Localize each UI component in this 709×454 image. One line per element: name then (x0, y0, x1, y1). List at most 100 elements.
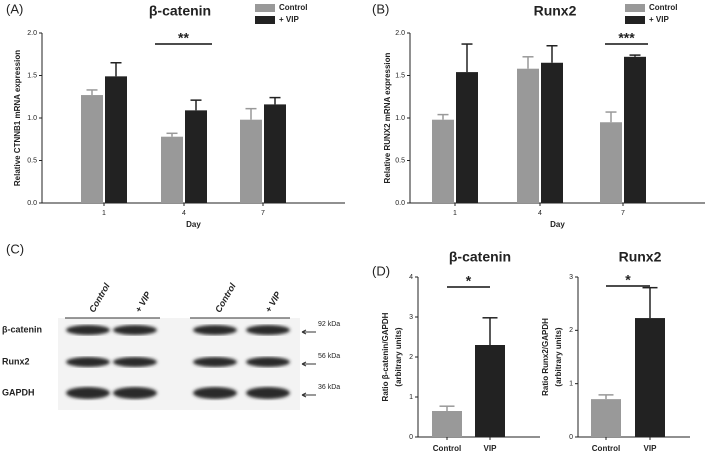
error-bar (598, 394, 614, 400)
x-tick-label: Control (592, 444, 620, 453)
size-label: 56 kDa (318, 353, 340, 360)
panel-label: (B) (372, 1, 389, 16)
chart-title: Runx2 (619, 249, 662, 265)
y-axis-label: Relative CTNNB1 mRNA expression (13, 50, 22, 186)
size-arrowhead (301, 329, 307, 335)
blot-band (66, 357, 110, 367)
bar (600, 122, 622, 203)
row-label: GAPDH (2, 387, 35, 397)
y-tick-label: 0.5 (395, 157, 405, 164)
y-tick-label: 1.5 (395, 72, 405, 79)
error-bar (629, 54, 641, 57)
x-tick-label: Control (433, 444, 461, 453)
size-arrowhead (301, 392, 307, 398)
x-tick-label: 4 (538, 210, 542, 217)
blot-band (246, 325, 290, 335)
bar (264, 104, 286, 203)
y-tick-label: 1.5 (27, 72, 37, 79)
bar (432, 411, 462, 437)
error-bar (110, 62, 122, 77)
bar (185, 110, 207, 203)
blot-band (113, 325, 157, 335)
row-label: β-catenin (2, 324, 42, 334)
y-tick-label: 1 (409, 394, 413, 401)
x-tick-label: 1 (102, 210, 106, 217)
y-tick-label: 1 (569, 381, 573, 388)
error-bar (245, 107, 257, 120)
bar (541, 62, 563, 203)
panel-label: (D) (372, 263, 390, 278)
y-axis-label: (arbitrary units) (394, 327, 403, 386)
blot-band (193, 325, 237, 335)
blot-band (113, 387, 157, 399)
significance-label: * (625, 272, 631, 288)
chart-title: Runx2 (534, 3, 577, 19)
bar (81, 95, 103, 203)
y-axis-label: (arbitrary units) (554, 327, 563, 386)
x-tick-label: 1 (453, 210, 457, 217)
x-tick-label: VIP (484, 444, 498, 453)
blot-band (66, 387, 110, 399)
y-tick-label: 3 (409, 314, 413, 321)
bar (432, 119, 454, 203)
lane-label: Control (87, 281, 112, 314)
chart-title: β-catenin (149, 3, 211, 19)
error-bar (439, 405, 455, 411)
error-bar (461, 43, 473, 73)
legend-label: + VIP (649, 15, 669, 24)
y-tick-label: 1.0 (27, 115, 37, 122)
x-axis-label: Day (550, 220, 565, 229)
x-tick-label: 7 (261, 210, 265, 217)
y-tick-label: 0.5 (27, 157, 37, 164)
bar (456, 72, 478, 203)
legend-label: + VIP (279, 15, 299, 24)
bar (475, 345, 505, 437)
chart-title: β-catenin (449, 249, 511, 265)
lane-label: + VIP (263, 289, 283, 314)
x-tick-label: 7 (621, 210, 625, 217)
legend-swatch (255, 4, 275, 12)
error-bar (190, 99, 202, 111)
row-label: Runx2 (2, 356, 30, 366)
significance-label: ** (178, 30, 189, 46)
error-bar (166, 132, 178, 137)
bar (517, 68, 539, 203)
y-tick-label: 4 (409, 274, 413, 281)
blot-band (193, 357, 237, 367)
size-label: 92 kDa (318, 321, 340, 328)
blot-band (113, 357, 157, 367)
bar (591, 399, 621, 437)
error-bar (86, 89, 98, 96)
legend-label: Control (649, 3, 677, 12)
y-tick-label: 2 (569, 327, 573, 334)
blot-band (246, 357, 290, 367)
y-tick-label: 0.0 (395, 200, 405, 207)
y-tick-label: 2.0 (395, 30, 405, 37)
y-tick-label: 2 (409, 354, 413, 361)
significance-label: * (466, 273, 472, 289)
bar (635, 318, 665, 437)
error-bar (482, 317, 498, 345)
legend-swatch (625, 4, 645, 12)
x-tick-label: 4 (182, 210, 186, 217)
blot-band (193, 387, 237, 399)
error-bar (642, 286, 658, 319)
panel-label: (C) (6, 241, 24, 256)
y-tick-label: 3 (569, 274, 573, 281)
lane-label: + VIP (133, 289, 153, 314)
error-bar (437, 113, 449, 120)
error-bar (546, 45, 558, 63)
lane-label: Control (213, 281, 238, 314)
panel-label: (A) (6, 1, 23, 16)
error-bar (269, 96, 281, 105)
y-tick-label: 0.0 (27, 200, 37, 207)
error-bar (605, 111, 617, 123)
legend-swatch (255, 16, 275, 24)
x-axis-label: Day (186, 220, 201, 229)
blot-band (66, 325, 110, 335)
bar (624, 56, 646, 203)
size-arrowhead (301, 361, 307, 367)
y-tick-label: 2.0 (27, 30, 37, 37)
y-tick-label: 1.0 (395, 115, 405, 122)
